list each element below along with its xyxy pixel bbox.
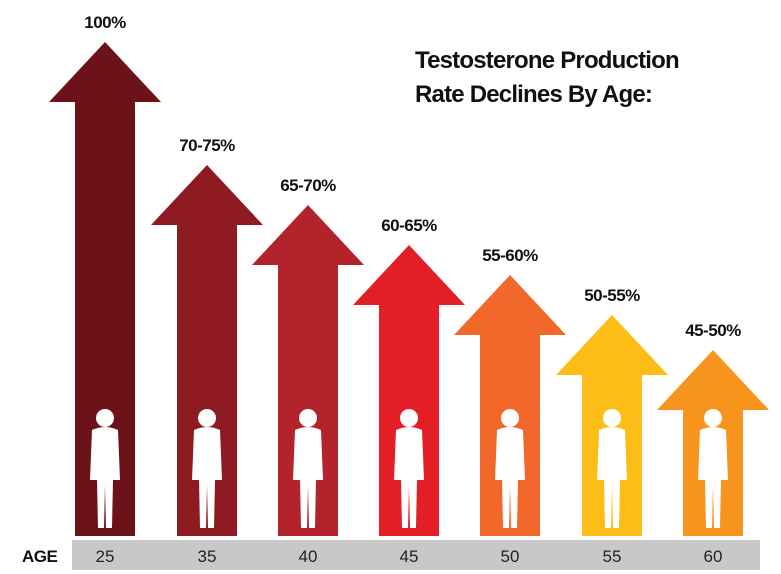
silhouette-body (698, 427, 728, 528)
arrow (454, 275, 566, 536)
age-label: 40 (299, 547, 318, 566)
silhouette-body (394, 427, 424, 528)
value-label: 100% (84, 13, 126, 32)
value-label: 70-75% (179, 136, 235, 155)
arrows: 100% 25 70-75% 35 65-70% 40 60-65% 45 55-60% 50 50… (49, 13, 769, 566)
silhouette-head (501, 409, 519, 427)
title-line: Rate Declines By Age: (415, 81, 652, 108)
silhouette-body (90, 427, 120, 528)
arrow (252, 205, 364, 536)
silhouette-body (192, 427, 222, 528)
silhouette-body (597, 427, 627, 528)
age-label: 50 (501, 547, 520, 566)
silhouette-head (603, 409, 621, 427)
age-label: 45 (400, 547, 419, 566)
age-label: 55 (603, 547, 622, 566)
age-label: 60 (704, 547, 723, 566)
axis-label: AGE (22, 547, 58, 566)
value-label: 65-70% (280, 176, 336, 195)
silhouette-body (293, 427, 323, 528)
silhouette-head (400, 409, 418, 427)
silhouette-body (495, 427, 525, 528)
value-label: 50-55% (584, 286, 640, 305)
title-line: Testosterone Production (415, 47, 679, 74)
arrow (49, 42, 161, 536)
age-label: 35 (198, 547, 217, 566)
silhouette-head (299, 409, 317, 427)
silhouette-head (198, 409, 216, 427)
arrow (151, 165, 263, 536)
age-label: 25 (96, 547, 115, 566)
value-label: 45-50% (685, 321, 741, 340)
age-strip (72, 540, 760, 570)
value-label: 55-60% (482, 246, 538, 265)
value-label: 60-65% (381, 216, 437, 235)
arrow (353, 245, 465, 536)
silhouette-head (704, 409, 722, 427)
silhouette-head (96, 409, 114, 427)
